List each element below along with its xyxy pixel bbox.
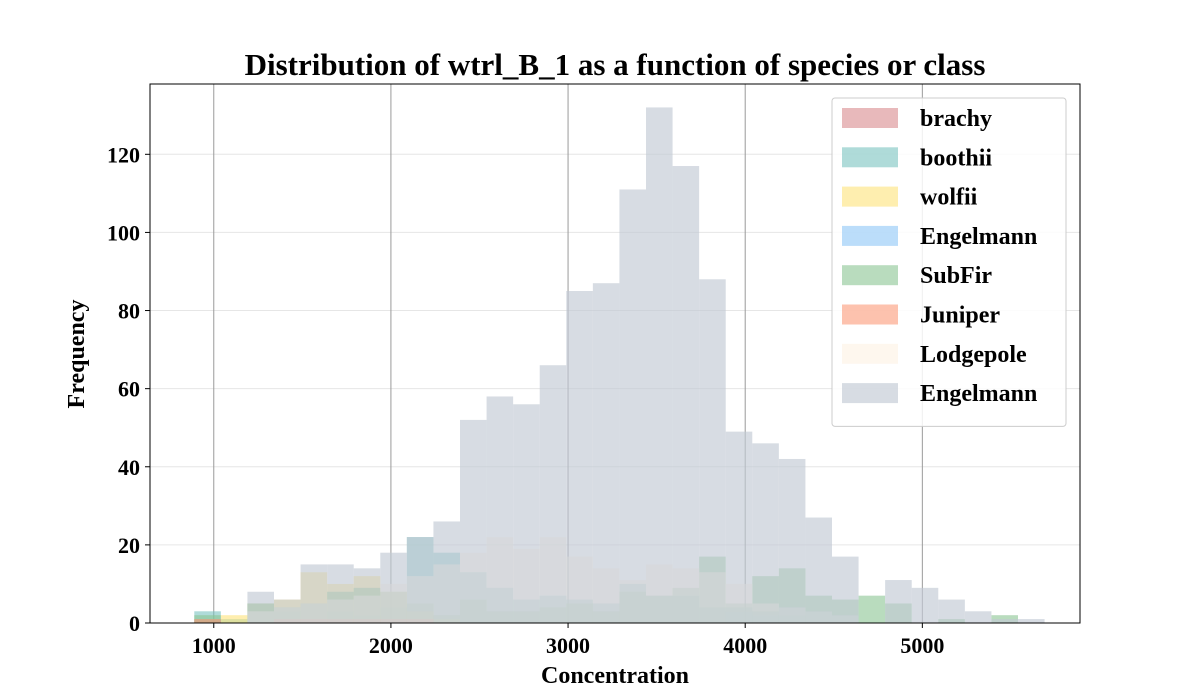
histogram-bar: [380, 552, 407, 623]
histogram-bar: [858, 595, 886, 623]
legend-swatch: [842, 383, 898, 404]
legend-label: Juniper: [920, 303, 1000, 329]
legend-swatch: [842, 265, 898, 286]
histogram-bar: [964, 611, 992, 623]
histogram-bar: [1018, 619, 1045, 623]
legend-label: Engelmann: [920, 224, 1037, 250]
histogram-bar: [752, 443, 779, 623]
histogram-bar: [247, 591, 274, 623]
legend-swatch: [842, 304, 898, 325]
histogram-bar: [486, 396, 514, 623]
histogram-bar: [646, 107, 673, 623]
histogram-bar: [327, 564, 354, 623]
histogram-bar: [725, 431, 753, 623]
x-axis-label: Concentration: [541, 663, 689, 689]
legend-label: Engelmann: [920, 381, 1037, 407]
histogram-bar: [513, 404, 540, 623]
histogram-bar: [220, 615, 248, 623]
legend-swatch: [842, 343, 898, 364]
histogram-bar: [832, 556, 859, 623]
y-axis-label: Frequency: [64, 300, 90, 409]
plot-area-frame: [149, 83, 1081, 624]
histogram-bar: [778, 458, 806, 623]
histogram-bar: [274, 599, 301, 623]
x-tick-label: 1000: [192, 633, 236, 658]
legend-label: SubFir: [920, 263, 992, 289]
series-7-bars: [247, 107, 1045, 624]
x-tick-label: 3000: [546, 633, 590, 658]
legend-label: wolfii: [920, 185, 978, 211]
histogram-bar: [805, 517, 832, 623]
y-tick-label: 60: [118, 377, 140, 402]
y-tick-label: 0: [129, 611, 140, 636]
histogram-bar: [406, 537, 434, 623]
histogram-bar: [566, 291, 593, 623]
histogram-bar: [885, 580, 912, 623]
x-tick-label: 2000: [369, 633, 413, 658]
legend-label: boothii: [920, 145, 992, 171]
y-tick-label: 100: [107, 220, 140, 245]
y-tick-label: 80: [118, 299, 140, 324]
x-tick-label: 5000: [900, 633, 944, 658]
histogram-bar: [619, 189, 646, 623]
legend-label: Lodgepole: [920, 342, 1027, 368]
y-tick-label: 120: [107, 142, 140, 167]
x-tick-label: 4000: [723, 633, 767, 658]
histogram-bar: [592, 283, 620, 623]
histogram-bar: [194, 619, 221, 623]
histogram-bar: [699, 279, 726, 623]
y-tick-label: 20: [118, 533, 140, 558]
histogram-bar: [460, 419, 487, 623]
legend-swatch: [842, 225, 898, 246]
legend: brachy boothii wolfii Engelmann SubFir Junipe…: [831, 97, 1067, 427]
histogram-bars: [194, 107, 1045, 624]
axis-ticks: 1000 2000 3000 4000 5000 0 20 40 60 80 100 120: [107, 142, 944, 658]
histogram-bar: [911, 587, 939, 623]
legend-swatch: [842, 186, 898, 207]
histogram-bar: [672, 166, 700, 624]
histogram-bar: [353, 568, 381, 623]
legend-swatch: [842, 147, 898, 168]
chart-title: Distribution of wtrl_B_1 as a function o…: [245, 47, 986, 82]
histogram-bar: [300, 564, 328, 623]
histogram-bar: [938, 599, 965, 623]
histogram-bar: [991, 619, 1018, 623]
legend-swatch: [842, 108, 898, 128]
y-tick-label: 40: [118, 455, 140, 480]
histogram-bar: [539, 365, 567, 623]
legend-label: brachy: [920, 106, 992, 132]
histogram-bar: [433, 521, 460, 623]
